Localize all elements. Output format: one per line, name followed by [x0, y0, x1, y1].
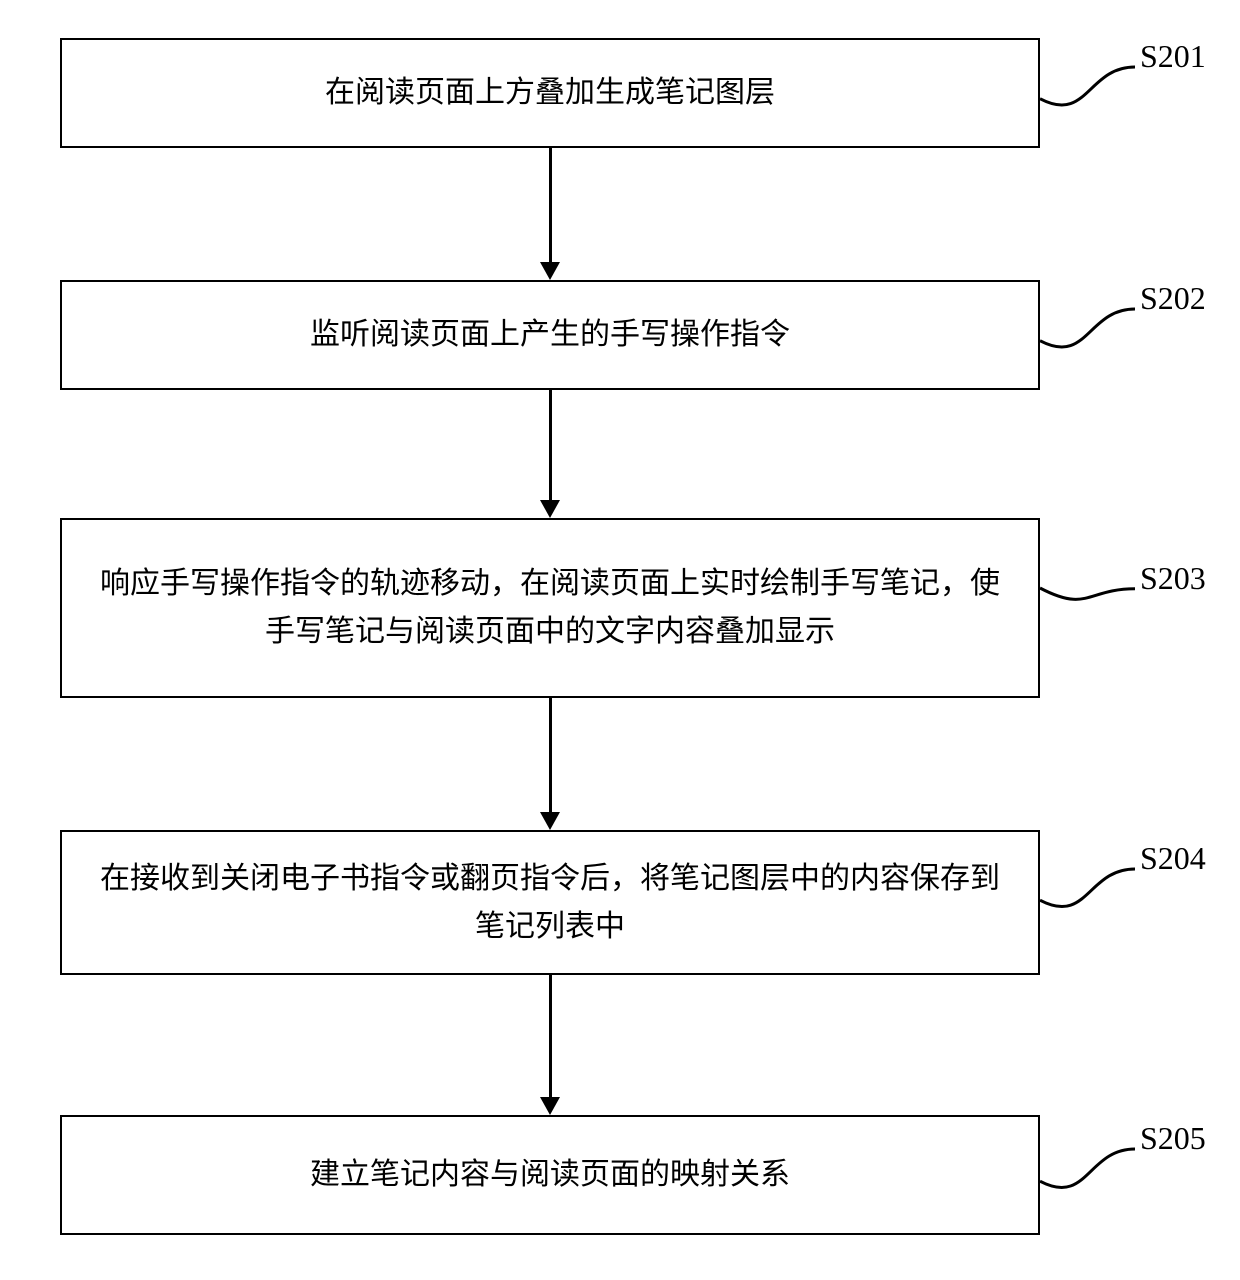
node-text: 建立笔记内容与阅读页面的映射关系 [310, 1151, 790, 1199]
flowchart-node-n5: 建立笔记内容与阅读页面的映射关系 [60, 1115, 1040, 1235]
flowchart-edge-3 [549, 975, 552, 1097]
flowchart-edge-1 [549, 390, 552, 500]
label-connector-n4 [1040, 839, 1145, 930]
node-text: 响应手写操作指令的轨迹移动，在阅读页面上实时绘制手写笔记，使手写笔记与阅读页面中… [92, 560, 1008, 656]
arrow-down-icon [540, 812, 560, 830]
flowchart-label-n4: S204 [1140, 840, 1206, 877]
label-connector-n3 [1040, 558, 1145, 619]
node-text: 在接收到关闭电子书指令或翻页指令后，将笔记图层中的内容保存到笔记列表中 [92, 855, 1008, 951]
label-connector-n2 [1040, 279, 1145, 371]
flowchart-node-n4: 在接收到关闭电子书指令或翻页指令后，将笔记图层中的内容保存到笔记列表中 [60, 830, 1040, 975]
flowchart-label-n2: S202 [1140, 280, 1206, 317]
node-text: 在阅读页面上方叠加生成笔记图层 [325, 69, 775, 117]
flowchart-edge-0 [549, 148, 552, 262]
flowchart-node-n3: 响应手写操作指令的轨迹移动，在阅读页面上实时绘制手写笔记，使手写笔记与阅读页面中… [60, 518, 1040, 698]
arrow-down-icon [540, 1097, 560, 1115]
flowchart-label-n3: S203 [1140, 560, 1206, 597]
label-connector-n1 [1040, 37, 1145, 129]
flowchart-edge-2 [549, 698, 552, 812]
node-text: 监听阅读页面上产生的手写操作指令 [310, 311, 790, 359]
arrow-down-icon [540, 500, 560, 518]
flowchart-container: 在阅读页面上方叠加生成笔记图层 S201 监听阅读页面上产生的手写操作指令 S202 响… [20, 20, 1220, 1260]
arrow-down-icon [540, 262, 560, 280]
label-connector-n5 [1040, 1119, 1145, 1211]
flowchart-label-n1: S201 [1140, 38, 1206, 75]
flowchart-node-n2: 监听阅读页面上产生的手写操作指令 [60, 280, 1040, 390]
flowchart-label-n5: S205 [1140, 1120, 1206, 1157]
flowchart-node-n1: 在阅读页面上方叠加生成笔记图层 [60, 38, 1040, 148]
